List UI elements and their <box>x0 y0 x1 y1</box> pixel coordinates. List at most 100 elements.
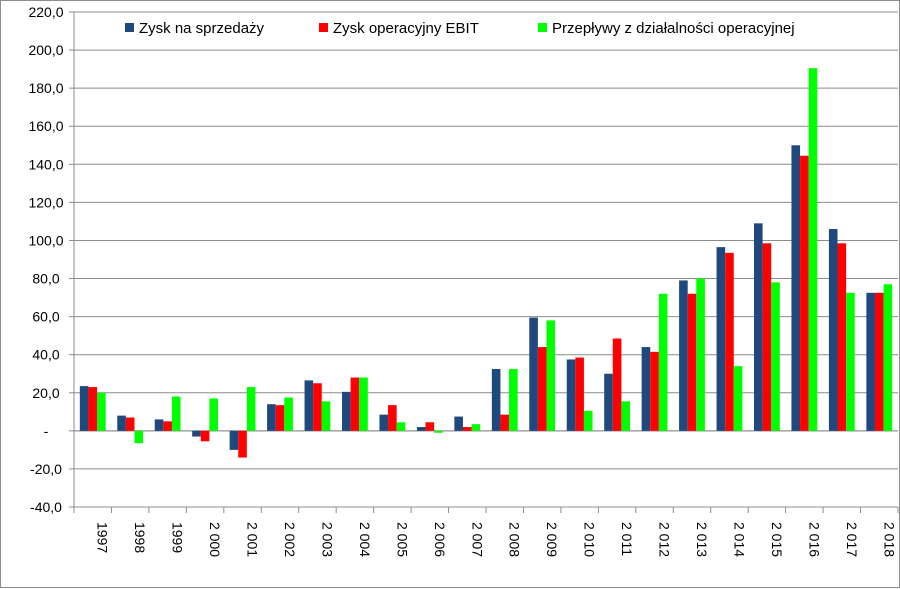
bar <box>621 401 630 431</box>
bar <box>537 347 547 431</box>
y-tick-labels: -40,0-20,0-20,040,060,080,0100,0120,0140… <box>28 4 63 515</box>
bar <box>716 247 726 431</box>
bar <box>791 145 801 431</box>
legend-label: Przepływy z działalności operacyjnej <box>552 20 795 37</box>
x-tick-label: 2 009 <box>544 522 560 557</box>
bar <box>229 430 239 450</box>
x-tick-label: 2 003 <box>319 522 335 557</box>
bar <box>238 430 247 458</box>
bar <box>754 223 763 431</box>
bar <box>313 383 322 431</box>
bar <box>866 292 875 431</box>
bar <box>471 424 481 431</box>
bar <box>125 417 135 431</box>
x-tick-label: 2 000 <box>207 522 223 557</box>
bar <box>583 410 593 431</box>
bar <box>612 338 622 431</box>
x-tick-label: 2 005 <box>394 522 410 557</box>
bar <box>163 421 172 431</box>
bar <box>846 292 855 431</box>
legend-label: Zysk na sprzedaży <box>139 20 265 37</box>
bar <box>321 401 331 431</box>
bar <box>658 293 668 431</box>
bar <box>379 414 389 431</box>
x-tick-label: 2 018 <box>881 522 897 557</box>
bar <box>725 252 734 431</box>
bar <box>762 243 772 431</box>
gridlines <box>74 11 898 508</box>
bar <box>509 368 518 431</box>
bar <box>200 430 210 442</box>
bar <box>284 397 293 431</box>
bar <box>342 391 351 431</box>
x-tick-label: 2 017 <box>844 522 860 557</box>
bar <box>641 347 651 431</box>
x-tick-label: 2 016 <box>806 522 822 557</box>
bar <box>733 366 743 431</box>
axes <box>69 11 899 513</box>
bar <box>79 386 89 431</box>
bar <box>171 396 181 431</box>
bar <box>575 357 584 431</box>
y-tick-label: 60,0 <box>32 309 59 325</box>
bar <box>462 427 472 431</box>
x-tick-label: 2 014 <box>731 522 747 557</box>
y-tick-label: 20,0 <box>32 385 59 401</box>
bar <box>97 392 106 431</box>
bar <box>529 317 538 431</box>
bar <box>566 359 576 431</box>
legend-swatch <box>538 23 547 32</box>
bar <box>396 422 406 431</box>
y-tick-label: -40,0 <box>30 499 62 515</box>
y-tick-label: 220,0 <box>28 4 63 20</box>
bar <box>874 292 884 431</box>
bar <box>800 155 809 431</box>
bar <box>134 430 144 444</box>
bar <box>88 387 98 431</box>
bar <box>434 430 443 433</box>
bar <box>416 427 426 431</box>
bar <box>771 282 780 431</box>
bar <box>650 351 659 431</box>
bar <box>500 414 510 431</box>
bar <box>696 278 705 431</box>
legend: Zysk na sprzedaży Zysk operacyjny EBIT Prz… <box>125 20 795 37</box>
x-tick-label: 2 013 <box>694 522 710 557</box>
x-tick-label: 2 011 <box>619 522 635 556</box>
y-tick-label: 80,0 <box>32 271 59 287</box>
bar <box>154 419 164 431</box>
y-tick-label: 40,0 <box>32 347 59 363</box>
bar <box>304 380 314 431</box>
bar <box>267 404 276 431</box>
y-tick-label: 100,0 <box>28 232 63 248</box>
y-tick-label: -20,0 <box>30 461 62 477</box>
bar <box>837 243 847 431</box>
x-tick-label: 2 015 <box>769 522 785 557</box>
bar <box>246 387 256 431</box>
x-tick-label: 2 001 <box>245 522 261 557</box>
bar <box>491 368 501 431</box>
bar <box>883 284 893 431</box>
bar <box>808 68 818 431</box>
bar <box>454 416 463 431</box>
x-tick-label: 2 007 <box>469 522 485 557</box>
bar <box>192 430 201 437</box>
bar <box>350 377 360 431</box>
y-tick-label: 120,0 <box>28 194 63 210</box>
legend-label: Zysk operacyjny EBIT <box>333 20 479 37</box>
bar <box>209 398 218 431</box>
bar <box>117 415 126 431</box>
bar <box>546 320 556 431</box>
y-tick-label: 140,0 <box>28 156 63 172</box>
x-tick-label: 2 006 <box>432 522 448 557</box>
bar <box>687 293 697 431</box>
x-tick-label: 2 010 <box>582 522 598 557</box>
x-tick-label: 2 002 <box>282 522 298 557</box>
legend-swatch <box>125 23 134 32</box>
bar <box>679 280 688 431</box>
x-tick-label: 1999 <box>170 522 186 553</box>
bar <box>359 377 368 431</box>
x-tick-label: 2 012 <box>657 522 673 557</box>
